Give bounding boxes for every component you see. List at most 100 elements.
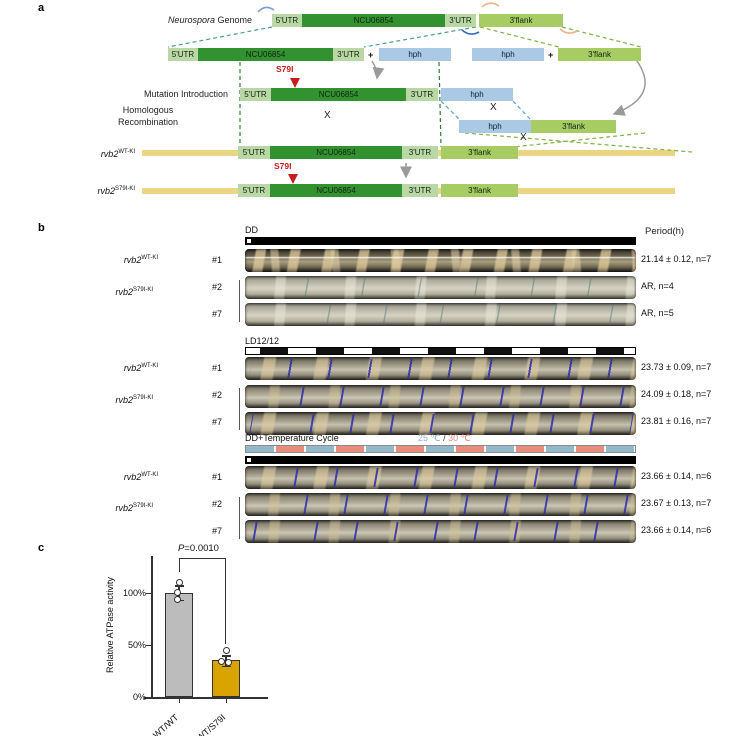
temp-cool-label: 25 ℃ xyxy=(418,433,441,443)
y-tick xyxy=(146,592,152,594)
segment-5utr: 5'UTR xyxy=(240,88,271,101)
segment-5utr: 5'UTR xyxy=(272,14,302,27)
strain-wt-label: rvb2WT-KI xyxy=(123,255,158,265)
y-tick-label: 100% xyxy=(122,587,146,598)
p-value: P=0.0010 xyxy=(178,543,219,554)
tube-id: #7 xyxy=(212,417,223,427)
mutation-label: S79I xyxy=(274,161,292,171)
data-point xyxy=(173,589,181,597)
dashed-connector xyxy=(363,26,477,48)
growth-marks xyxy=(249,468,634,487)
segment-gene: NCU06854 xyxy=(270,184,402,197)
atpase-plot xyxy=(152,556,267,697)
error-cap xyxy=(174,585,184,587)
period-value: 23.81 ± 0.16, n=7 xyxy=(641,416,712,426)
race-tube-image xyxy=(245,357,636,380)
dashed-connector xyxy=(561,26,642,48)
segment-hph: hph xyxy=(441,88,513,101)
tube-id: #2 xyxy=(212,390,223,400)
segment-3utr: 3'UTR xyxy=(402,184,438,197)
period-value: 23.66 ± 0.14, n=6 xyxy=(641,525,712,535)
tube-id: #2 xyxy=(212,499,223,509)
strain-group-line xyxy=(239,388,240,430)
data-point xyxy=(175,578,183,586)
tube-id: #1 xyxy=(212,255,223,265)
strain-mut-label: rvb2S79I-KI xyxy=(115,287,153,297)
plus-sign: + xyxy=(368,50,374,60)
race-tube-image xyxy=(245,493,636,516)
segment-hph: hph xyxy=(472,48,544,61)
condition-label: LD12/12 xyxy=(245,336,280,346)
tube-id: #7 xyxy=(212,526,223,536)
y-axis-title: Relative ATPase activity xyxy=(105,577,115,673)
segment-3utr: 3'UTR xyxy=(333,48,364,61)
strain-group-line xyxy=(239,280,240,322)
growth-marks xyxy=(249,278,634,297)
primer-icon xyxy=(257,6,275,13)
segment-gene: NCU06854 xyxy=(271,88,406,101)
dashed-connector xyxy=(440,100,460,120)
period-value: 23.66 ± 0.14, n=6 xyxy=(641,471,712,481)
error-cap xyxy=(221,665,231,667)
genome-label: Neurospora Genome xyxy=(167,15,252,25)
tube-id: #1 xyxy=(212,363,223,373)
x-axis-line xyxy=(144,697,268,699)
growth-marks xyxy=(249,359,634,378)
bar-start-marker xyxy=(247,458,251,462)
data-point xyxy=(222,646,230,654)
segment-3utr: 3'UTR xyxy=(406,88,438,101)
strain-group-line xyxy=(239,497,240,539)
tube-id: #1 xyxy=(212,472,223,482)
y-tick-label: 0% xyxy=(132,692,146,702)
segment-gene: NCU06854 xyxy=(270,146,402,159)
segment-3utr: 3'UTR xyxy=(402,146,438,159)
y-tick-label: 50% xyxy=(127,639,146,650)
strain-wt-label: rvb2WT-KI xyxy=(123,472,158,482)
significance-bracket xyxy=(179,558,226,560)
x-tick xyxy=(179,698,181,703)
condition-label: DD+Temperature Cycle xyxy=(245,433,339,443)
data-point xyxy=(173,596,181,604)
y-tick xyxy=(146,697,152,699)
x-tick xyxy=(226,698,228,703)
strain-wt-label: rvb2WT-KI xyxy=(123,363,158,373)
segment-gene: NCU06854 xyxy=(198,48,333,61)
data-bar-0 xyxy=(165,592,193,697)
growth-marks xyxy=(249,414,634,433)
race-tube-image xyxy=(245,276,636,299)
arrow-curved-icon xyxy=(612,56,646,116)
temperature-legend: 25 ℃ / 30 ℃ xyxy=(418,433,471,444)
period-value: AR, n=5 xyxy=(641,308,674,318)
arrow-down-icon xyxy=(371,60,385,80)
recombination-label: Recombination xyxy=(117,117,179,127)
period-value: 23.73 ± 0.09, n=7 xyxy=(641,362,712,372)
segment-hph: hph xyxy=(459,120,531,133)
primer-icon xyxy=(481,2,500,8)
crossover-x: X xyxy=(520,132,527,143)
error-cap xyxy=(221,655,231,657)
dashed-connector xyxy=(464,132,693,153)
panel-c-label: c xyxy=(38,542,45,554)
panel-b-label: b xyxy=(38,222,45,234)
data-point xyxy=(217,657,225,665)
segment-5utr: 5'UTR xyxy=(238,184,270,197)
segment-3flank: 3'flank xyxy=(441,146,518,159)
strain-wt-label: rvb2WT-KI xyxy=(100,149,135,159)
plus-sign: + xyxy=(548,50,554,60)
segment-hph: hph xyxy=(379,48,451,61)
dashed-connector xyxy=(479,26,560,48)
growth-marks xyxy=(249,387,634,406)
x-tick-label-0: WT/WT xyxy=(150,712,181,736)
panel-a-label: a xyxy=(38,2,45,14)
period-header: Period(h) xyxy=(645,226,685,237)
race-tube-image xyxy=(245,385,636,408)
mutation-arrow-icon xyxy=(290,78,300,88)
tube-id: #2 xyxy=(212,282,223,292)
period-value: AR, n=4 xyxy=(641,281,674,291)
segment-3flank: 3'flank xyxy=(558,48,641,61)
dashed-connector xyxy=(512,100,531,120)
x-tick-label-1: WT/S79I xyxy=(194,712,228,736)
segment-3utr: 3'UTR xyxy=(445,14,476,27)
dashed-connector xyxy=(438,61,442,148)
